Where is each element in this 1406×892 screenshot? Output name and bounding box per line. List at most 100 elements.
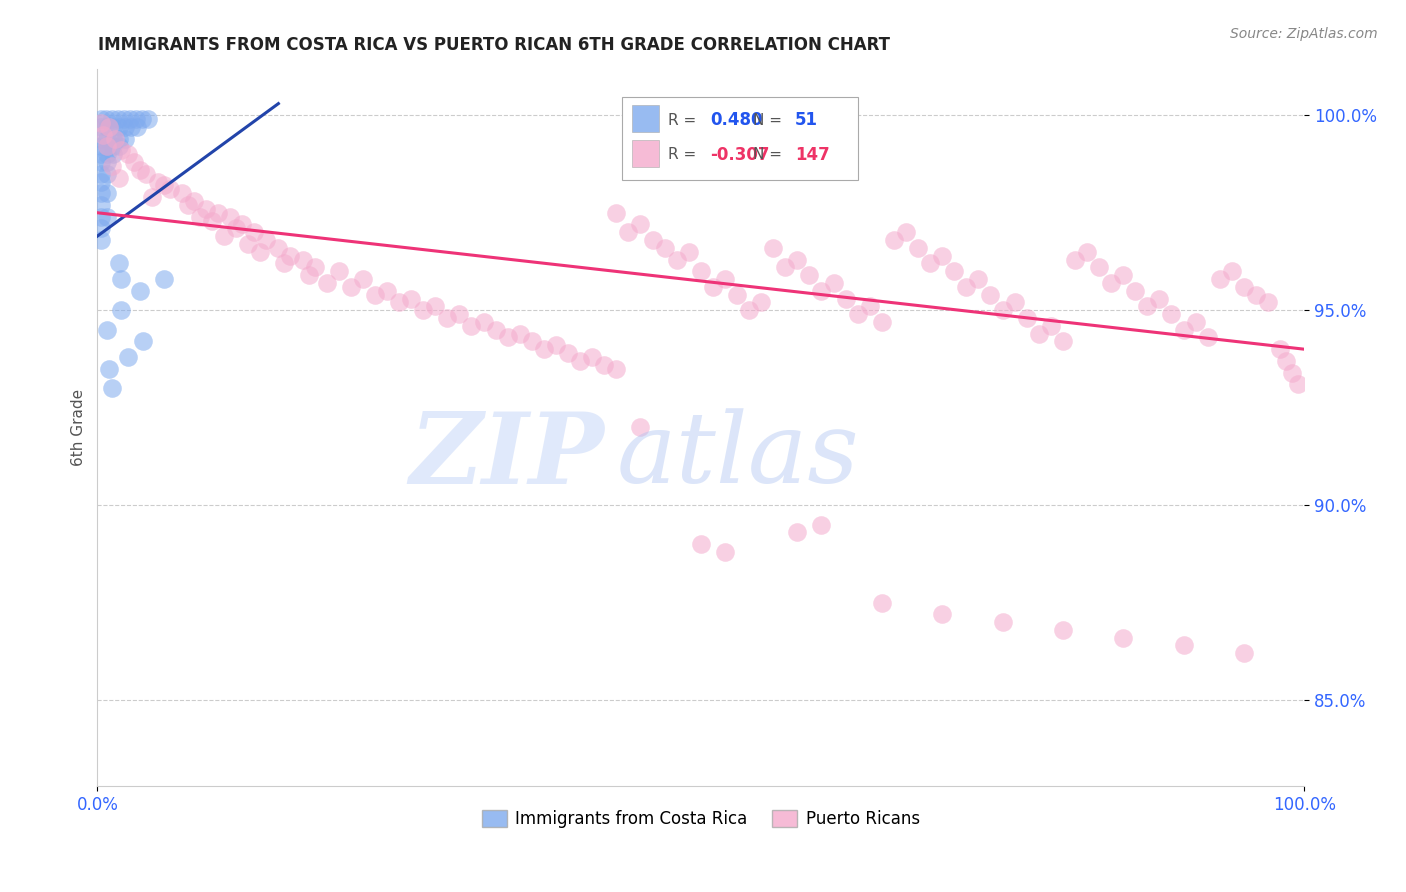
Point	[1064, 252, 1087, 267]
Point	[254, 233, 277, 247]
Point	[1173, 323, 1195, 337]
Y-axis label: 6th Grade: 6th Grade	[72, 389, 86, 466]
Point	[1281, 366, 1303, 380]
Point	[1004, 295, 1026, 310]
Point	[90, 116, 112, 130]
Point	[931, 249, 953, 263]
Point	[328, 264, 350, 278]
Point	[654, 241, 676, 255]
Point	[188, 210, 211, 224]
Point	[304, 260, 326, 275]
Point	[177, 198, 200, 212]
Point	[870, 315, 893, 329]
Point	[152, 178, 174, 193]
Point	[231, 218, 253, 232]
Point	[749, 295, 772, 310]
Point	[630, 420, 652, 434]
Point	[96, 155, 118, 169]
Point	[786, 525, 808, 540]
Point	[762, 241, 785, 255]
Point	[90, 167, 112, 181]
Point	[114, 120, 136, 134]
Point	[1123, 284, 1146, 298]
Point	[141, 190, 163, 204]
Point	[127, 120, 149, 134]
Point	[90, 221, 112, 235]
Point	[118, 112, 141, 127]
Point	[146, 175, 169, 189]
Point	[799, 268, 821, 282]
Point	[689, 264, 711, 278]
Point	[714, 545, 737, 559]
Point	[485, 323, 508, 337]
Point	[979, 287, 1001, 301]
Point	[605, 206, 627, 220]
Point	[1076, 244, 1098, 259]
Point	[581, 350, 603, 364]
FancyBboxPatch shape	[623, 97, 858, 179]
Point	[569, 354, 592, 368]
Point	[114, 131, 136, 145]
Point	[108, 170, 131, 185]
Point	[665, 252, 688, 267]
Point	[90, 131, 112, 145]
Point	[1112, 268, 1135, 282]
Point	[1257, 295, 1279, 310]
Text: ZIP: ZIP	[409, 408, 605, 504]
Point	[883, 233, 905, 247]
Point	[533, 342, 555, 356]
Point	[122, 155, 145, 169]
Point	[117, 147, 139, 161]
Point	[273, 256, 295, 270]
Point	[315, 276, 337, 290]
Point	[194, 202, 217, 216]
Point	[90, 155, 112, 169]
Point	[101, 381, 124, 395]
Point	[101, 112, 124, 127]
Point	[128, 284, 150, 298]
Point	[96, 186, 118, 201]
Point	[641, 233, 664, 247]
Text: 0.480: 0.480	[710, 112, 763, 129]
Point	[388, 295, 411, 310]
Point	[786, 252, 808, 267]
Point	[339, 280, 361, 294]
Point	[125, 112, 148, 127]
Point	[931, 607, 953, 622]
Point	[557, 346, 579, 360]
Point	[449, 307, 471, 321]
Bar	[631, 140, 658, 168]
Point	[605, 361, 627, 376]
Point	[1209, 272, 1232, 286]
Point	[375, 284, 398, 298]
Point	[364, 287, 387, 301]
Point	[297, 268, 319, 282]
Point	[425, 299, 447, 313]
Point	[135, 167, 157, 181]
Point	[101, 120, 124, 134]
Point	[152, 272, 174, 286]
Point	[280, 249, 302, 263]
Text: Source: ZipAtlas.com: Source: ZipAtlas.com	[1230, 27, 1378, 41]
Point	[107, 112, 129, 127]
Point	[96, 167, 118, 181]
Point	[225, 221, 247, 235]
Point	[93, 128, 115, 142]
Point	[110, 303, 132, 318]
Point	[96, 120, 118, 134]
Point	[1052, 623, 1074, 637]
Point	[243, 225, 266, 239]
Point	[96, 210, 118, 224]
Text: -0.307: -0.307	[710, 146, 770, 164]
Point	[1039, 318, 1062, 333]
Point	[1112, 631, 1135, 645]
Point	[689, 537, 711, 551]
Point	[1015, 311, 1038, 326]
Text: N =: N =	[752, 147, 786, 162]
Point	[108, 120, 131, 134]
Point	[90, 120, 112, 134]
Point	[90, 175, 112, 189]
Point	[101, 147, 124, 161]
Point	[399, 292, 422, 306]
Point	[117, 350, 139, 364]
